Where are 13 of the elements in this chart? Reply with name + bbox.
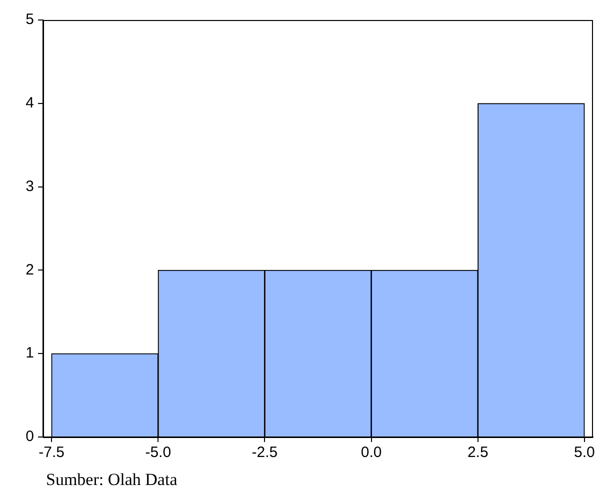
x-tick-label: 0.0 <box>360 444 382 462</box>
y-tick-label: 4 <box>26 94 34 112</box>
y-tick-label: 1 <box>26 344 34 362</box>
y-tick-label: 3 <box>26 178 34 195</box>
text: Sumber: Olah Data <box>46 470 178 490</box>
y-tick-label: 0 <box>26 428 34 446</box>
x-tick-label: -2.5 <box>252 444 278 462</box>
x-tick-label: -7.5 <box>38 444 64 462</box>
y-tick-label: 5 <box>26 11 34 28</box>
x-tick-label: 2.5 <box>467 444 488 462</box>
x-tick-label: -5.0 <box>145 444 172 462</box>
x-tick-label: 5.0 <box>574 444 595 462</box>
y-tick-label: 2 <box>26 261 34 278</box>
